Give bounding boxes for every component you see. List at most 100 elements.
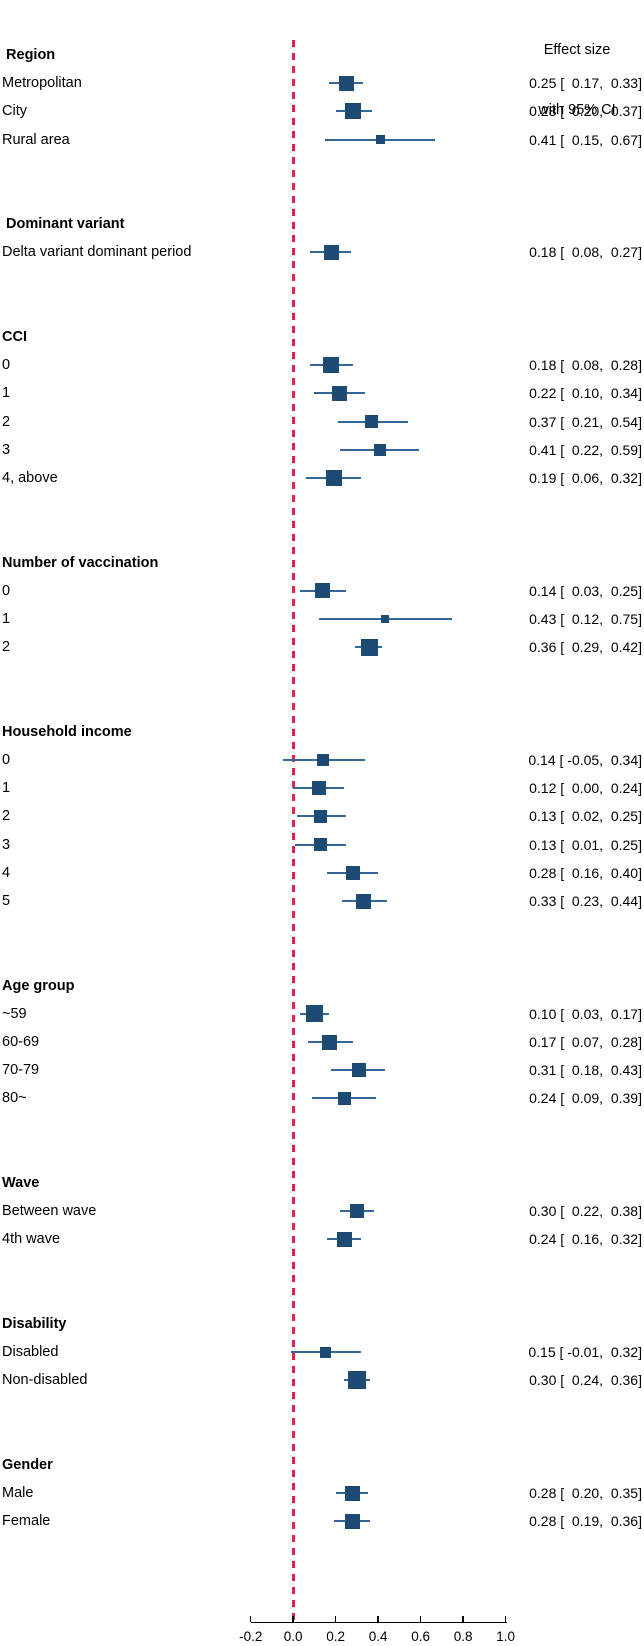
effect-value: 0.17 [ 0.07, 0.28]	[529, 1034, 642, 1050]
effect-square	[344, 103, 361, 120]
row-label: 0	[2, 357, 11, 374]
row-label: 2	[2, 639, 11, 656]
x-axis-line	[250, 1621, 508, 1623]
effect-value: 0.30 [ 0.22, 0.38]	[529, 1203, 642, 1220]
effect-value: 0.28 [ 0.20, 0.37]	[529, 103, 642, 120]
effect-value: 0.24 [ 0.09, 0.39]	[529, 1090, 642, 1107]
effect-value: 0.14 [ -0.05, 0.34]	[528, 752, 642, 768]
effect-value: 0.41 [ 0.22, 0.59]	[529, 441, 642, 458]
x-axis-tick	[419, 1615, 422, 1622]
effect-value: 0.12 [ 0.00, 0.24]	[529, 780, 642, 797]
row-label: 0	[2, 752, 11, 768]
effect-square	[374, 443, 387, 456]
effect-square	[338, 75, 354, 91]
row-label: 1	[2, 611, 11, 627]
row-label: ~59	[2, 1005, 27, 1022]
x-axis-tick-label: -0.2	[239, 1629, 263, 1644]
effect-size-column-header-line2: with 95% CI	[538, 102, 616, 118]
x-axis-tick-label: 0.2	[326, 1629, 346, 1644]
group-header-label: Dominant variant	[2, 216, 125, 233]
effect-value: 0.25 [ 0.17, 0.33]	[529, 75, 642, 92]
row-label: City	[2, 103, 27, 120]
effect-square	[361, 638, 379, 656]
effect-value: 0.28 [ 0.20, 0.35]	[529, 1485, 642, 1502]
effect-square	[345, 1485, 361, 1501]
effect-value: 0.18 [ 0.08, 0.28]	[529, 357, 642, 374]
row-label: 3	[2, 836, 11, 853]
x-axis-tick	[462, 1615, 464, 1622]
effect-square	[321, 1034, 337, 1050]
row-label: 60-69	[2, 1034, 40, 1050]
x-axis-tick-label: 0.6	[411, 1629, 431, 1644]
row-label: Between wave	[2, 1203, 97, 1220]
group-header-label: Age group	[2, 977, 75, 994]
row-label: 2	[2, 808, 11, 825]
row-label: 80~	[2, 1090, 27, 1107]
group-header-label: Wave	[2, 1175, 40, 1191]
effect-value: 0.22 [ 0.10, 0.34]	[529, 385, 642, 402]
effect-value: 0.13 [ 0.02, 0.25]	[529, 808, 642, 825]
row-label: Non-disabled	[2, 1372, 88, 1389]
effect-value: 0.18 [ 0.08, 0.27]	[529, 244, 642, 261]
x-axis-tick	[334, 1615, 337, 1622]
group-header-label: Region	[2, 47, 56, 63]
row-label: 70-79	[2, 1062, 40, 1079]
effect-value: 0.15 [ -0.01, 0.32]	[528, 1344, 642, 1361]
row-label: Disabled	[2, 1344, 59, 1361]
effect-square	[345, 865, 360, 880]
effect-square	[352, 1063, 367, 1078]
effect-square	[345, 1513, 361, 1529]
group-header-label: Household income	[2, 723, 132, 740]
reference-line	[291, 40, 295, 1623]
x-axis-tick-label: 0.4	[368, 1629, 388, 1644]
effect-size-column-header: Effect size with 95% CI	[497, 0, 644, 160]
effect-square	[332, 385, 348, 401]
effect-value: 0.28 [ 0.16, 0.40]	[529, 864, 642, 881]
effect-value: 0.10 [ 0.03, 0.17]	[529, 1005, 642, 1022]
effect-square	[325, 470, 342, 486]
effect-square	[311, 781, 326, 796]
x-axis-tick-label: 0.0	[283, 1629, 303, 1644]
x-axis-tick	[249, 1615, 252, 1622]
row-label: 4, above	[2, 470, 58, 486]
effect-value: 0.31 [ 0.18, 0.43]	[529, 1062, 642, 1079]
row-label: 2	[2, 413, 11, 430]
effect-value: 0.24 [ 0.16, 0.32]	[529, 1231, 642, 1248]
effect-square	[355, 893, 371, 909]
effect-value: 0.30 [ 0.24, 0.36]	[529, 1372, 642, 1389]
row-label: 3	[2, 441, 11, 458]
effect-square	[380, 615, 389, 623]
x-axis-tick-label: 0.8	[453, 1629, 473, 1644]
row-label: 1	[2, 385, 11, 402]
effect-value: 0.19 [ 0.06, 0.32]	[529, 470, 642, 486]
group-header-label: CCI	[2, 329, 27, 345]
x-axis-tick	[377, 1615, 379, 1622]
effect-square	[337, 1091, 351, 1105]
effect-value: 0.14 [ 0.03, 0.25]	[529, 582, 642, 599]
row-label: Rural area	[2, 131, 70, 148]
effect-value: 0.28 [ 0.19, 0.36]	[529, 1513, 642, 1530]
x-axis-tick-label: 1.0	[496, 1629, 515, 1644]
effect-square	[316, 754, 329, 766]
effect-size-column-header-line1: Effect size	[543, 42, 611, 58]
effect-value: 0.43 [ 0.12, 0.75]	[529, 611, 642, 627]
group-header-label: Disability	[2, 1316, 67, 1332]
x-axis-tick	[292, 1615, 294, 1622]
effect-value: 0.36 [ 0.29, 0.42]	[529, 639, 642, 656]
effect-value: 0.41 [ 0.15, 0.67]	[529, 131, 642, 148]
row-label: 4	[2, 864, 11, 881]
effect-square	[305, 1005, 323, 1023]
effect-value: 0.33 [ 0.23, 0.44]	[529, 893, 642, 909]
effect-square	[314, 838, 328, 852]
row-label: 1	[2, 780, 11, 797]
effect-value: 0.13 [ 0.01, 0.25]	[529, 836, 642, 853]
effect-square	[319, 1346, 331, 1358]
effect-square	[365, 415, 379, 429]
effect-square	[349, 1204, 364, 1219]
group-header-label: Number of vaccination	[2, 554, 159, 571]
effect-square	[315, 583, 331, 599]
row-label: 4th wave	[2, 1231, 61, 1248]
x-axis-tick	[504, 1615, 507, 1622]
row-label: Metropolitan	[2, 75, 82, 92]
